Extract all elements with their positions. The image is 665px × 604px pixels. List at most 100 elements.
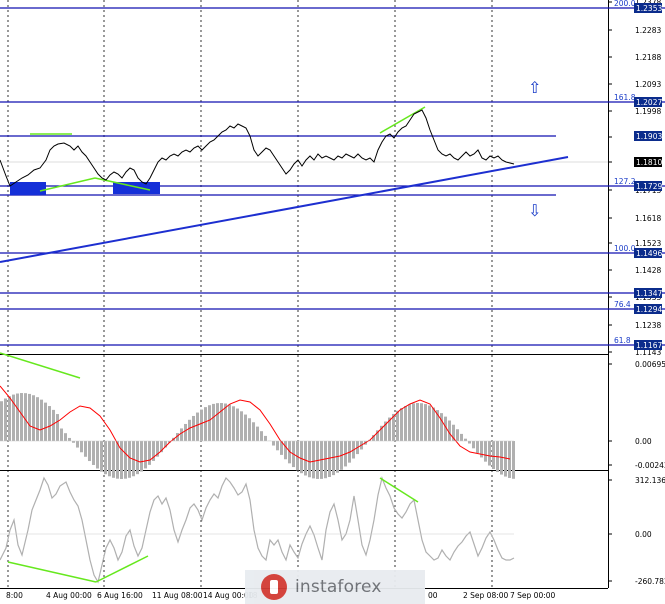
macd-bar (300, 441, 303, 474)
macd-bar (284, 441, 287, 460)
price-label-bg (634, 3, 662, 13)
level-price-label: 1.1167 (636, 341, 662, 350)
macd-bar (420, 403, 423, 441)
cci-divergence-lines (7, 477, 419, 583)
macd-bar (112, 441, 115, 478)
macd-bar (380, 425, 383, 441)
macd-bar (8, 396, 11, 441)
macd-bar (280, 441, 283, 455)
macd-bar (432, 407, 435, 441)
time-axis-label: 4 Aug 00:00 (46, 591, 92, 600)
macd-bar (28, 393, 31, 441)
time-axis-label: 6 Aug 16:00 (97, 591, 143, 600)
macd-bar (232, 406, 235, 441)
macd-bar (264, 435, 267, 441)
macd-bar (132, 441, 135, 477)
fib-level-label: 200.0 (614, 0, 636, 8)
macd-bar (184, 423, 187, 441)
price-label-bg (634, 340, 662, 350)
macd-divergence-lines (0, 352, 81, 379)
arrow-up-icon: ⇧ (528, 78, 541, 97)
macd-bar (32, 395, 35, 441)
macd-signal-line (0, 385, 511, 463)
time-axis-label: 00 (428, 591, 438, 600)
fib-level-label: 61.8 (614, 336, 631, 345)
time-axis-label: 11 Aug 08:00 (152, 591, 203, 600)
macd-bar (140, 441, 143, 472)
price-label-bg (634, 181, 662, 191)
fib-level-label: 161.8 (614, 93, 636, 102)
macd-bar (372, 435, 375, 441)
macd-bar (296, 441, 299, 471)
macd-bar (64, 433, 67, 441)
macd-bar (308, 441, 311, 478)
macd-bar (192, 415, 195, 441)
watermark-brand: instaforex (295, 577, 382, 597)
macd-bar (404, 405, 407, 441)
price-tick-label: 1.1998 (635, 107, 661, 116)
price-label-bg (634, 304, 662, 314)
macd-bar (452, 424, 455, 441)
macd-bar (84, 441, 87, 457)
macd-bar (240, 411, 243, 441)
macd-bar (332, 441, 335, 476)
macd-bar (160, 441, 163, 453)
macd-bar (76, 441, 79, 448)
macd-bar (508, 441, 511, 478)
macd-bar (72, 441, 75, 443)
price-label-bg (634, 248, 662, 258)
macd-bar (444, 416, 447, 441)
price-divergence-lines (30, 106, 426, 192)
macd-bar (448, 420, 451, 441)
macd-bar (148, 441, 151, 465)
price-label-bg (634, 157, 662, 167)
svg-text:-260.7826: -260.7826 (635, 577, 665, 586)
svg-text:0.00695: 0.00695 (635, 360, 665, 369)
macd-bar (256, 426, 259, 441)
macd-bar (480, 441, 483, 458)
price-tick-label: 1.2283 (635, 26, 661, 35)
level-price-label: 1.1729 (636, 182, 662, 191)
macd-bar (208, 405, 211, 441)
macd-bar (412, 403, 415, 441)
macd-bar (476, 441, 479, 453)
vertical-grid (7, 0, 493, 588)
cci-axis: 312.1363 0.00 -260.7826 (608, 476, 665, 586)
price-label-bg (634, 131, 662, 141)
macd-bar (396, 410, 399, 441)
macd-bar (492, 441, 495, 470)
macd-bar (436, 410, 439, 441)
macd-bar (464, 438, 467, 441)
macd-bar (188, 419, 191, 441)
macd-bar (272, 441, 275, 446)
macd-histogram (0, 393, 515, 479)
macd-bar (468, 441, 471, 444)
level-price-label: 1.1496 (636, 249, 662, 258)
price-series (0, 109, 515, 187)
price-tick-label: 1.2093 (635, 80, 661, 89)
price-tick-label: 1.2188 (635, 53, 661, 62)
cci-line (0, 476, 515, 584)
watermark-logo: instaforex (245, 570, 425, 604)
macd-bar (400, 408, 403, 441)
arrow-down-icon: ⇩ (528, 201, 541, 220)
time-axis-label: 2 Sep 08:00 (463, 591, 509, 600)
macd-bar (236, 408, 239, 441)
macd-bar (16, 393, 19, 441)
macd-bar (392, 413, 395, 441)
macd-bar (216, 403, 219, 441)
level-price-label: 1.1294 (636, 305, 662, 314)
price-tick-label: 1.1523 (635, 239, 661, 248)
price-label-bg (634, 288, 662, 298)
macd-bar (92, 441, 95, 465)
price-tick-label: 1.1618 (635, 214, 661, 223)
fib-level-label: 100.0 (614, 244, 636, 253)
macd-bar (48, 406, 51, 441)
macd-bar (136, 441, 139, 475)
fib-level-label: 76.4 (614, 300, 631, 309)
macd-bar (60, 428, 63, 441)
macd-bar (324, 441, 327, 479)
macd-bar (460, 433, 463, 441)
macd-bar (152, 441, 155, 461)
